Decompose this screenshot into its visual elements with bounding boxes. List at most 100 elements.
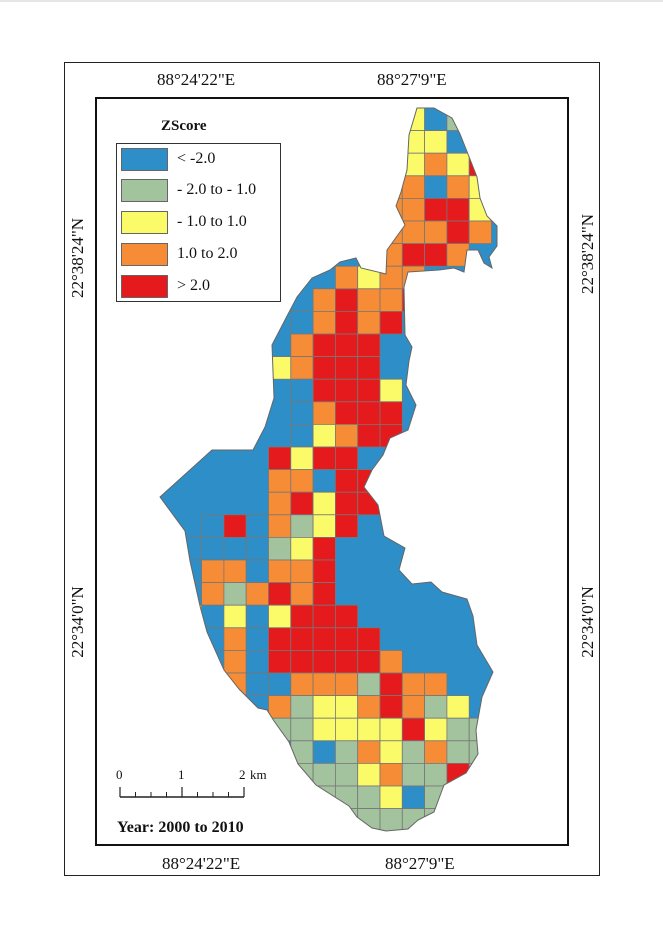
grid-cell <box>401 695 425 719</box>
grid-cell <box>268 604 292 629</box>
grid-cell <box>312 672 336 697</box>
grid-cell <box>201 582 225 606</box>
scale-unit: km <box>250 767 267 782</box>
grid-cell <box>312 808 336 831</box>
grid-cell <box>334 604 359 629</box>
grid-cell <box>334 695 359 719</box>
lon-label-top-right: 88°27'9"E <box>377 70 447 89</box>
grid-cell <box>312 740 336 764</box>
grid-cell <box>290 763 314 787</box>
grid-cell <box>245 627 269 651</box>
lon-label-bottom-right: 88°27'9"E <box>385 854 455 873</box>
grid-cell <box>335 854 357 877</box>
grid-cell <box>424 175 448 199</box>
grid-cell <box>312 491 336 516</box>
grid-cell <box>201 514 225 538</box>
grid-cell <box>245 740 269 764</box>
grid-cell <box>290 514 314 538</box>
grid-cell <box>290 469 314 493</box>
grid-cell <box>424 740 448 764</box>
grid-cell <box>290 808 314 831</box>
grid-cell <box>446 763 470 787</box>
grid-cell <box>268 446 292 471</box>
grid-cell <box>357 627 381 651</box>
grid-cell <box>357 356 381 380</box>
grid-cell <box>446 717 470 742</box>
grid-cell <box>357 650 381 674</box>
grid-cell <box>290 356 314 380</box>
grid-cell <box>424 220 448 245</box>
grid-cell <box>290 785 314 810</box>
grid-cell <box>357 288 381 312</box>
grid-cell <box>468 175 492 199</box>
grid-cell <box>268 469 292 493</box>
grid-cell <box>312 582 336 606</box>
grid-cell <box>334 423 359 448</box>
grid-cell <box>357 763 381 787</box>
grid-cell <box>334 627 359 651</box>
legend-label: - 1.0 to 1.0 <box>177 213 247 230</box>
scale-label-0: 0 <box>116 767 123 782</box>
grid-cell <box>312 695 336 719</box>
grid-cell <box>379 310 403 335</box>
grid-cell <box>401 175 425 199</box>
grid-cell <box>290 310 314 335</box>
grid-cell <box>358 876 380 899</box>
grid-cell <box>223 582 247 606</box>
grid-cell <box>245 537 269 561</box>
grid-cell <box>402 854 424 877</box>
grid-cell <box>268 672 292 697</box>
outer-frame <box>64 62 600 876</box>
grid-cell <box>379 288 403 312</box>
grid-cell <box>379 378 403 403</box>
grid-cell <box>290 672 314 697</box>
scale-label-2: 2 <box>239 767 246 782</box>
grid-cell <box>468 808 492 831</box>
legend-label: - 2.0 to - 1.0 <box>177 181 257 198</box>
grid-cell <box>379 197 403 222</box>
grid-cell <box>401 130 425 154</box>
grid-cell <box>313 854 335 877</box>
top-divider <box>0 0 663 2</box>
grid-cell <box>245 559 269 584</box>
grid-cell <box>334 265 359 290</box>
legend-label: < -2.0 <box>177 150 216 167</box>
grid-cell <box>312 537 336 561</box>
grid-cell <box>446 808 470 831</box>
grid-cell <box>334 514 359 538</box>
grid-cell <box>312 423 336 448</box>
grid-cell <box>357 830 381 831</box>
grid-cell <box>201 537 225 561</box>
grid-cell <box>401 220 425 245</box>
grid-cell <box>334 650 359 674</box>
year-label: Year: 2000 to 2010 <box>117 819 244 836</box>
grid-cell <box>290 740 314 764</box>
grid-cell <box>358 854 380 877</box>
grid-cell <box>468 717 492 742</box>
grid-cell <box>334 310 359 335</box>
grid-cell <box>357 423 381 448</box>
grid-cell <box>379 695 403 719</box>
grid-cell <box>335 876 357 899</box>
grid-cell <box>245 650 269 674</box>
grid-cell <box>334 469 359 493</box>
grid-cell <box>201 627 225 651</box>
grid-cell <box>424 785 448 810</box>
grid-cell <box>312 401 336 425</box>
grid-cell <box>424 808 448 831</box>
grid-cell <box>401 830 425 831</box>
grid-cell <box>425 876 447 899</box>
grid-cell <box>290 650 314 674</box>
grid-cell <box>468 740 492 764</box>
grid-cell <box>268 763 292 787</box>
grid-cell <box>312 830 336 831</box>
grid-cell <box>290 695 314 719</box>
grid-cell <box>290 537 314 561</box>
grid-cell <box>446 152 470 177</box>
grid-cell <box>312 717 336 742</box>
grid-cell <box>425 854 447 877</box>
grid-cell <box>334 401 359 425</box>
grid-cell <box>380 876 402 899</box>
grid-cell <box>424 130 448 154</box>
